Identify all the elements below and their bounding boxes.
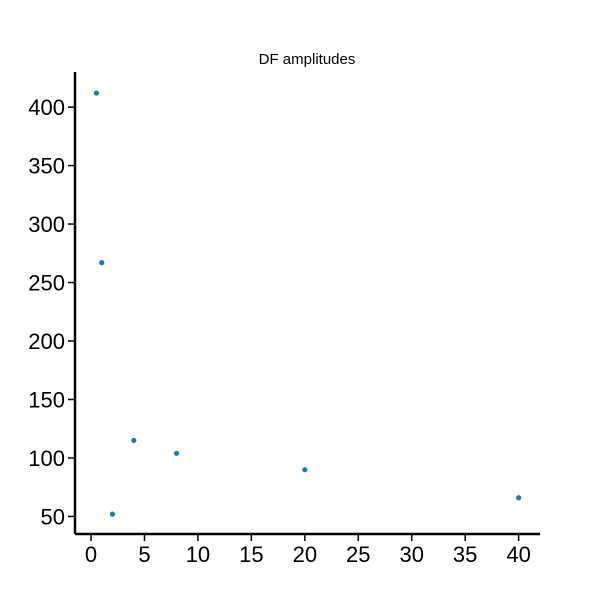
data-point xyxy=(93,90,99,96)
x-tick-label: 30 xyxy=(399,542,423,567)
y-tick-label: 150 xyxy=(28,387,65,412)
data-point xyxy=(173,450,180,456)
x-tick-label: 0 xyxy=(85,542,97,567)
y-tick-label: 250 xyxy=(28,271,65,296)
chart-title: DF amplitudes xyxy=(259,51,356,68)
y-tick-label: 350 xyxy=(28,154,65,179)
x-tick-label: 20 xyxy=(293,542,317,567)
data-point xyxy=(131,437,137,444)
axes: 0 5 10 15 20 25 30 35 40 50 100 150 200 250 300 350 400 xyxy=(28,72,540,567)
y-tick-label: 400 xyxy=(28,95,65,120)
x-tick-label: 25 xyxy=(346,542,370,567)
y-tick-label: 300 xyxy=(28,212,65,237)
x-tick-label: 10 xyxy=(186,542,210,567)
y-tick-label: 200 xyxy=(28,329,65,354)
data-point xyxy=(302,467,308,473)
data-points xyxy=(93,90,522,517)
x-tick-label: 15 xyxy=(239,542,263,567)
x-tick-label: 40 xyxy=(506,542,530,567)
x-tick-label: 5 xyxy=(138,542,150,567)
y-tick-label: 50 xyxy=(41,504,65,529)
data-point xyxy=(516,495,522,501)
x-tick-label: 35 xyxy=(453,542,477,567)
data-point xyxy=(109,511,116,517)
data-point xyxy=(99,260,105,266)
y-tick-label: 100 xyxy=(28,446,65,471)
